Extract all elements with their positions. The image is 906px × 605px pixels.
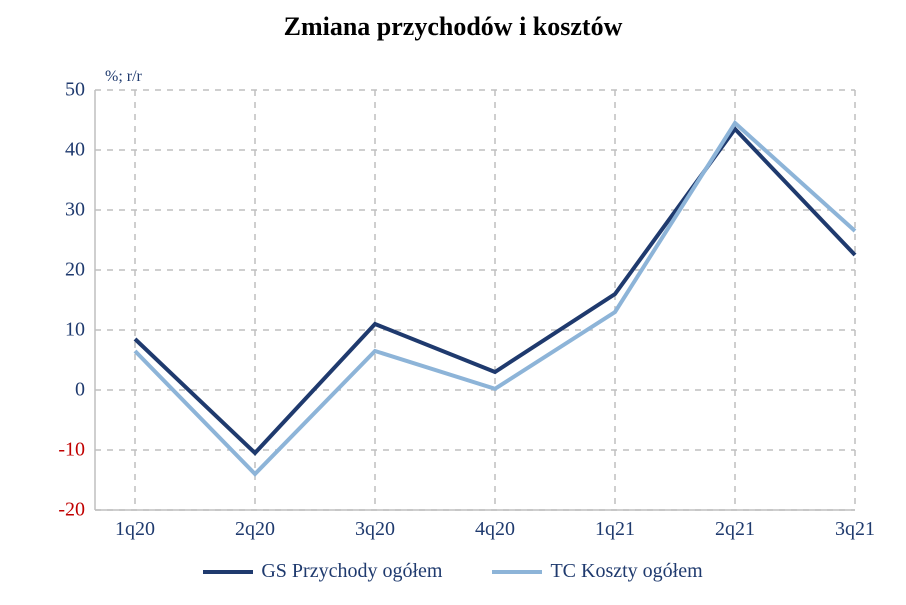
xtick-label: 2q21 — [715, 518, 755, 541]
ytick-label: 50 — [65, 79, 85, 102]
ytick-label: 20 — [65, 259, 85, 282]
plot-area: -20-10010203040501q202q203q204q201q212q2… — [95, 90, 855, 510]
xtick-label: 2q20 — [235, 518, 275, 541]
chart-title: Zmiana przychodów i kosztów — [0, 12, 906, 42]
ytick-label: 10 — [65, 319, 85, 342]
legend-label: GS Przychody ogółem — [261, 560, 442, 583]
xtick-label: 3q21 — [835, 518, 875, 541]
ytick-label: 30 — [65, 199, 85, 222]
legend-item: GS Przychody ogółem — [203, 560, 442, 583]
plot-svg — [95, 90, 855, 510]
xtick-label: 4q20 — [475, 518, 515, 541]
legend-line — [203, 570, 253, 574]
ytick-label: 0 — [75, 379, 85, 402]
ytick-label: -10 — [58, 439, 85, 462]
xtick-label: 1q21 — [595, 518, 635, 541]
legend: GS Przychody ogółem TC Koszty ogółem — [0, 560, 906, 583]
xtick-label: 3q20 — [355, 518, 395, 541]
ytick-label: -20 — [58, 499, 85, 522]
legend-line — [492, 570, 542, 574]
ytick-label: 40 — [65, 139, 85, 162]
legend-item: TC Koszty ogółem — [492, 560, 702, 583]
chart-container: Zmiana przychodów i kosztów %; r/r -20-1… — [0, 0, 906, 605]
legend-label: TC Koszty ogółem — [550, 560, 702, 583]
unit-label: %; r/r — [105, 68, 142, 86]
xtick-label: 1q20 — [115, 518, 155, 541]
